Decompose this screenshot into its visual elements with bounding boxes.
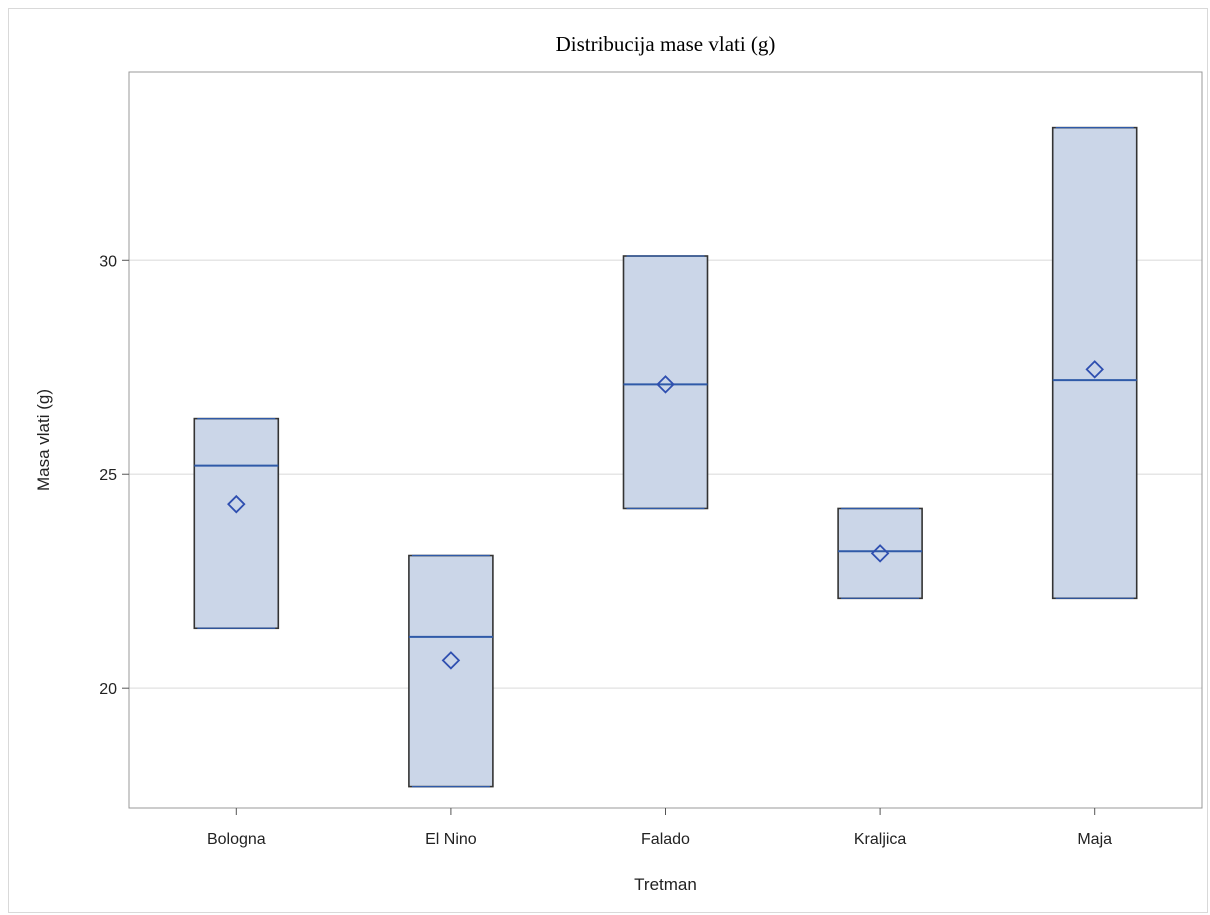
box-falado bbox=[622, 255, 709, 510]
box-body bbox=[193, 417, 280, 630]
box-mean-marker bbox=[227, 494, 246, 514]
y-tick-label: 30 bbox=[99, 253, 117, 270]
x-tick-label: Maja bbox=[1077, 831, 1112, 848]
box-body bbox=[622, 255, 709, 510]
box-kraljica bbox=[837, 507, 923, 600]
box-plot-chart: 20 25 30 Bologna El Nino Falado Kraljica Maja D… bbox=[34, 32, 1203, 894]
box-mean-marker bbox=[656, 375, 675, 394]
x-tick-label: Falado bbox=[641, 831, 690, 848]
box-el-nino bbox=[408, 554, 494, 788]
box-body bbox=[408, 554, 494, 788]
x-axis-label: Tretman bbox=[634, 875, 697, 894]
box-series bbox=[193, 126, 1138, 788]
y-tick-label: 25 bbox=[99, 467, 117, 484]
box-mean-marker bbox=[1085, 360, 1104, 379]
box-maja bbox=[1051, 126, 1138, 600]
box-bologna bbox=[193, 417, 280, 630]
x-tick-label: Bologna bbox=[207, 831, 266, 848]
x-tick-label: El Nino bbox=[425, 831, 477, 848]
y-axis-label: Masa vlati (g) bbox=[34, 389, 53, 491]
x-tick-label: Kraljica bbox=[854, 831, 907, 848]
box-body bbox=[837, 507, 923, 600]
box-mean-marker bbox=[441, 651, 461, 670]
chart-frame: 20 25 30 Bologna El Nino Falado Kraljica Maja D… bbox=[8, 8, 1208, 913]
chart-title: Distribucija mase vlati (g) bbox=[556, 32, 776, 56]
box-mean-marker bbox=[870, 544, 890, 563]
axes: 20 25 30 Bologna El Nino Falado Kraljica Maja bbox=[99, 253, 1112, 848]
box-body bbox=[1051, 126, 1138, 600]
y-tick-label: 20 bbox=[99, 681, 117, 698]
